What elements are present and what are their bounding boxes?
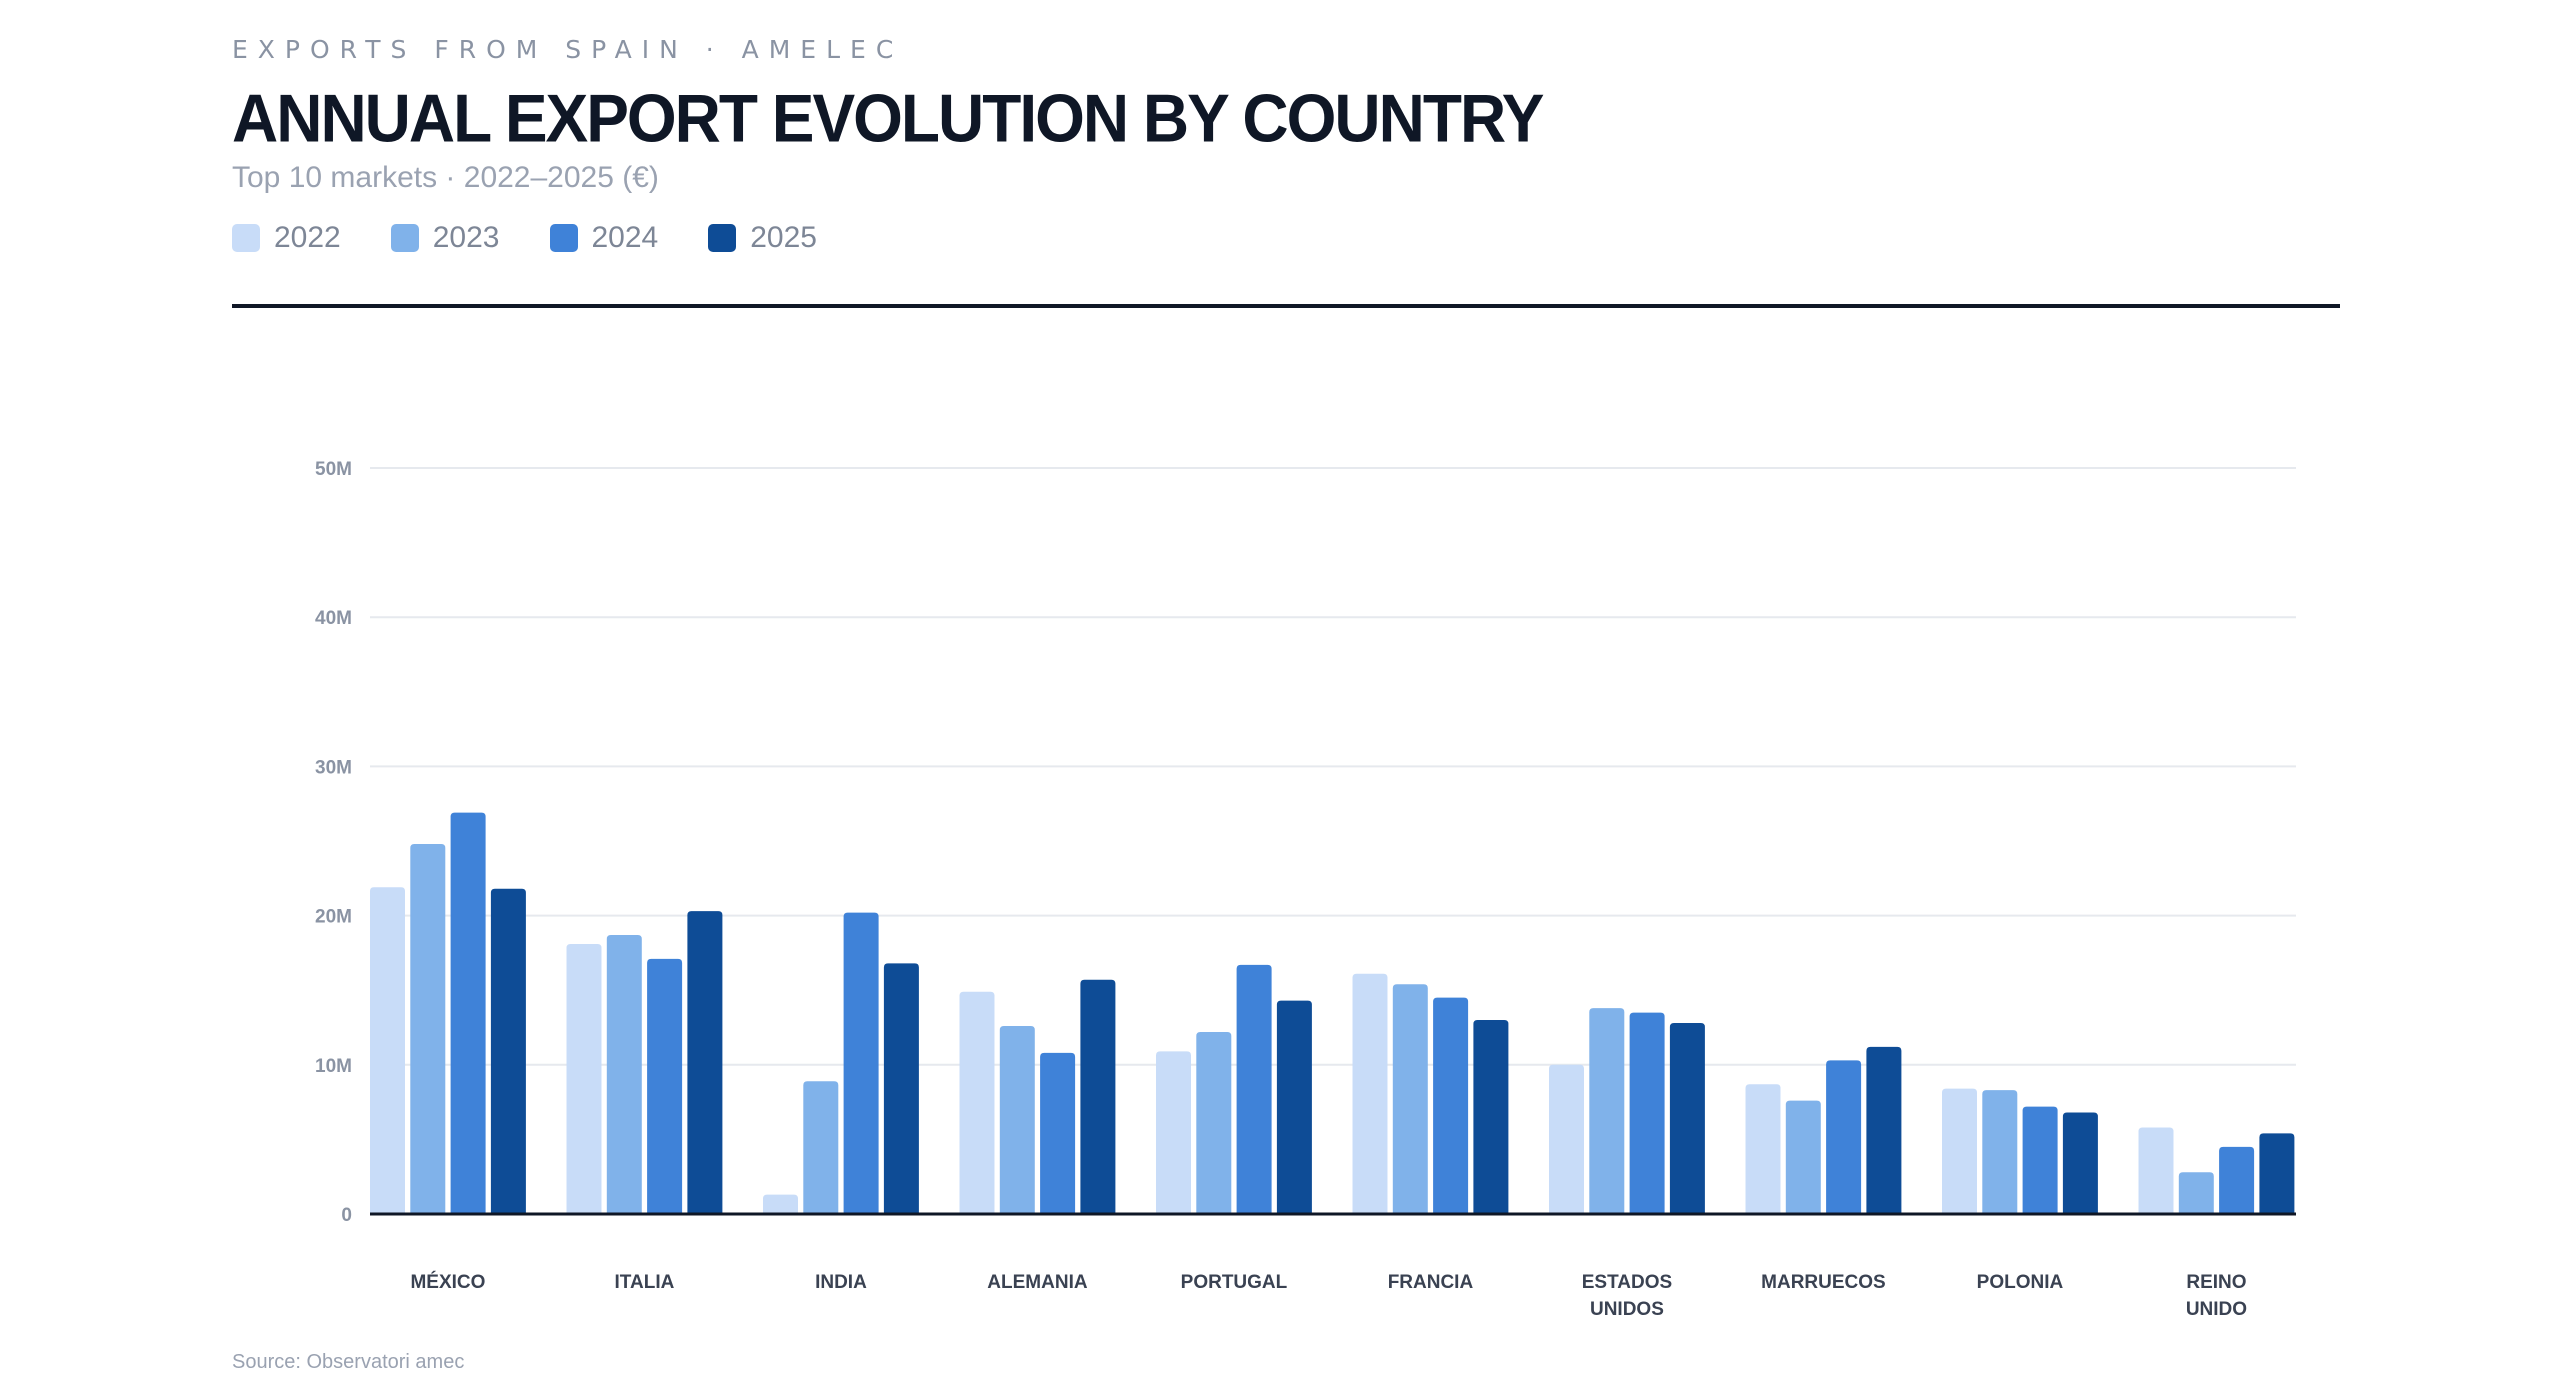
- bar: [1080, 979, 1116, 1214]
- legend-item-2024: 2024: [549, 221, 659, 255]
- chart-subtitle: Top 10 markets · 2022–2025 (€): [232, 161, 659, 194]
- x-tick-label: ALEMANIA: [987, 1272, 1088, 1293]
- bar: [606, 934, 642, 1214]
- bar: [1236, 964, 1272, 1214]
- header-divider: [232, 304, 2340, 308]
- bar: [450, 812, 486, 1214]
- bar: [687, 911, 723, 1214]
- x-tick-label: ITALIA: [615, 1272, 675, 1293]
- x-tick-label: FRANCIA: [1388, 1272, 1474, 1293]
- bar: [1196, 1031, 1232, 1214]
- legend-label: 2024: [591, 221, 659, 254]
- bar: [1276, 1000, 1312, 1214]
- x-tick-label: REINO UNIDO: [2186, 1272, 2247, 1320]
- bar: [763, 1194, 798, 1214]
- y-tick-label: 40M: [315, 608, 352, 629]
- bar: [1433, 997, 1469, 1214]
- bar: [1040, 1052, 1076, 1214]
- x-tick-label: ESTADOS UNIDOS: [1582, 1272, 1672, 1320]
- x-tick-label: MARRUECOS: [1761, 1272, 1886, 1293]
- bar: [1982, 1090, 2018, 1214]
- legend-label: 2023: [432, 221, 500, 254]
- bar: [370, 887, 405, 1214]
- legend-item-2025: 2025: [708, 221, 817, 255]
- chart-title: ANNUAL EXPORT EVOLUTION BY COUNTRY: [232, 80, 1544, 157]
- x-tick-label: POLONIA: [1977, 1272, 2064, 1293]
- bar: [1669, 1023, 1705, 1214]
- bar: [2022, 1106, 2058, 1214]
- bar: [1589, 1008, 1625, 1214]
- bar: [1629, 1012, 1665, 1214]
- legend-label: 2025: [750, 221, 817, 254]
- chart-header: EXPORTS FROM SPAIN · AMELEC ANNUAL EXPOR…: [232, 32, 2340, 258]
- bar: [1826, 1060, 1862, 1214]
- y-tick-label: 10M: [315, 1056, 352, 1077]
- bar: [999, 1026, 1035, 1214]
- bar: [647, 958, 683, 1214]
- bar: [1942, 1088, 1977, 1214]
- legend-item-2023: 2023: [390, 221, 500, 255]
- chart-legend: 2022 2023 2024 2025: [232, 218, 2340, 258]
- bar: [2259, 1133, 2295, 1214]
- legend-swatch: [708, 224, 737, 252]
- bar: [803, 1081, 839, 1214]
- legend-swatch: [232, 224, 260, 252]
- eyebrow-label: EXPORTS FROM SPAIN · AMELEC: [232, 35, 904, 64]
- x-tick-label: PORTUGAL: [1181, 1272, 1288, 1293]
- bar: [2062, 1112, 2098, 1214]
- y-tick-label: 0: [341, 1205, 352, 1226]
- bar: [1549, 1064, 1584, 1214]
- y-tick-label: 30M: [315, 757, 352, 778]
- x-tick-label: MÉXICO: [410, 1271, 485, 1293]
- bar: [2178, 1172, 2214, 1214]
- legend-swatch: [390, 224, 419, 252]
- bar: [1392, 984, 1428, 1214]
- x-tick-label: INDIA: [815, 1272, 867, 1293]
- bar: [2219, 1146, 2255, 1214]
- bar: [2138, 1127, 2174, 1214]
- bar: [959, 991, 995, 1214]
- bar: [843, 912, 879, 1214]
- bar: [1473, 1020, 1509, 1214]
- source-note: Source: Observatori amec: [232, 1351, 465, 1373]
- bar: [1156, 1051, 1191, 1214]
- bar: [1352, 973, 1388, 1214]
- bar: [566, 943, 602, 1214]
- y-tick-label: 20M: [315, 907, 352, 928]
- bar: [1745, 1084, 1781, 1214]
- legend-item-2022: 2022: [232, 221, 341, 255]
- bar: [883, 963, 919, 1214]
- bar: [1785, 1100, 1821, 1214]
- bar: [410, 843, 446, 1214]
- y-tick-label: 50M: [315, 459, 352, 480]
- bar: [490, 888, 526, 1214]
- bar: [1866, 1046, 1902, 1214]
- legend-swatch: [549, 224, 578, 252]
- legend-label: 2022: [274, 221, 341, 254]
